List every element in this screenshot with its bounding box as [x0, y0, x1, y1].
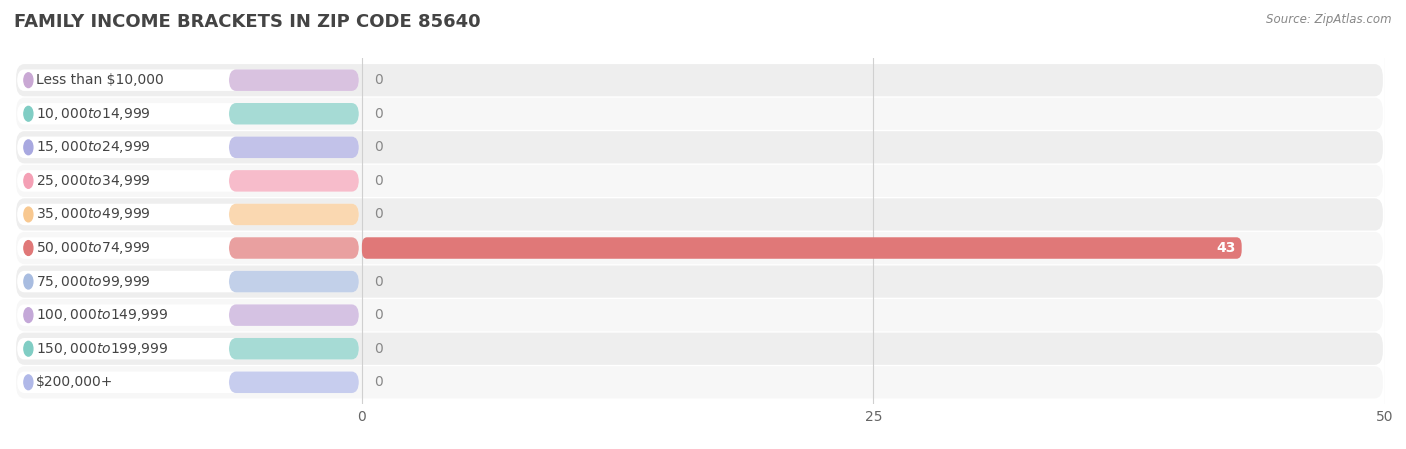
FancyBboxPatch shape	[15, 97, 1384, 130]
Circle shape	[24, 308, 32, 322]
Text: FAMILY INCOME BRACKETS IN ZIP CODE 85640: FAMILY INCOME BRACKETS IN ZIP CODE 85640	[14, 13, 481, 31]
Text: $75,000 to $99,999: $75,000 to $99,999	[35, 273, 150, 290]
Circle shape	[24, 173, 32, 188]
Text: $10,000 to $14,999: $10,000 to $14,999	[35, 106, 150, 122]
Circle shape	[24, 341, 32, 356]
FancyBboxPatch shape	[229, 304, 359, 326]
FancyBboxPatch shape	[15, 299, 1384, 331]
Circle shape	[24, 73, 32, 88]
Text: 0: 0	[374, 174, 382, 188]
Text: Source: ZipAtlas.com: Source: ZipAtlas.com	[1267, 13, 1392, 26]
FancyBboxPatch shape	[17, 136, 359, 158]
FancyBboxPatch shape	[229, 204, 359, 225]
Circle shape	[24, 375, 32, 390]
Text: 0: 0	[374, 308, 382, 322]
FancyBboxPatch shape	[229, 70, 359, 91]
FancyBboxPatch shape	[17, 170, 359, 192]
Text: Less than $10,000: Less than $10,000	[35, 73, 163, 87]
FancyBboxPatch shape	[15, 333, 1384, 365]
Text: 0: 0	[374, 107, 382, 121]
Text: $200,000+: $200,000+	[35, 375, 112, 389]
FancyBboxPatch shape	[229, 271, 359, 292]
FancyBboxPatch shape	[17, 304, 359, 326]
FancyBboxPatch shape	[15, 64, 1384, 96]
Text: $100,000 to $149,999: $100,000 to $149,999	[35, 307, 167, 323]
FancyBboxPatch shape	[229, 237, 359, 259]
Text: 0: 0	[374, 141, 382, 154]
Text: $50,000 to $74,999: $50,000 to $74,999	[35, 240, 150, 256]
FancyBboxPatch shape	[229, 103, 359, 124]
FancyBboxPatch shape	[17, 371, 359, 393]
FancyBboxPatch shape	[15, 198, 1384, 231]
FancyBboxPatch shape	[17, 237, 359, 259]
FancyBboxPatch shape	[229, 170, 359, 192]
Circle shape	[24, 274, 32, 289]
Circle shape	[24, 207, 32, 222]
Text: $35,000 to $49,999: $35,000 to $49,999	[35, 207, 150, 222]
Text: 0: 0	[374, 207, 382, 221]
FancyBboxPatch shape	[15, 232, 1384, 264]
Circle shape	[24, 241, 32, 255]
Text: $150,000 to $199,999: $150,000 to $199,999	[35, 341, 167, 357]
FancyBboxPatch shape	[361, 237, 1241, 259]
Circle shape	[24, 106, 32, 121]
Circle shape	[24, 140, 32, 155]
Text: 0: 0	[374, 342, 382, 356]
FancyBboxPatch shape	[17, 338, 359, 360]
FancyBboxPatch shape	[229, 371, 359, 393]
Text: 0: 0	[374, 375, 382, 389]
Text: 43: 43	[1216, 241, 1236, 255]
Text: 0: 0	[374, 73, 382, 87]
FancyBboxPatch shape	[17, 271, 359, 292]
FancyBboxPatch shape	[15, 165, 1384, 197]
FancyBboxPatch shape	[229, 338, 359, 360]
FancyBboxPatch shape	[229, 136, 359, 158]
Text: $25,000 to $34,999: $25,000 to $34,999	[35, 173, 150, 189]
FancyBboxPatch shape	[15, 366, 1384, 398]
FancyBboxPatch shape	[15, 265, 1384, 298]
FancyBboxPatch shape	[17, 204, 359, 225]
Text: $15,000 to $24,999: $15,000 to $24,999	[35, 139, 150, 155]
FancyBboxPatch shape	[17, 103, 359, 124]
FancyBboxPatch shape	[15, 131, 1384, 163]
Text: 0: 0	[374, 275, 382, 289]
FancyBboxPatch shape	[17, 70, 359, 91]
